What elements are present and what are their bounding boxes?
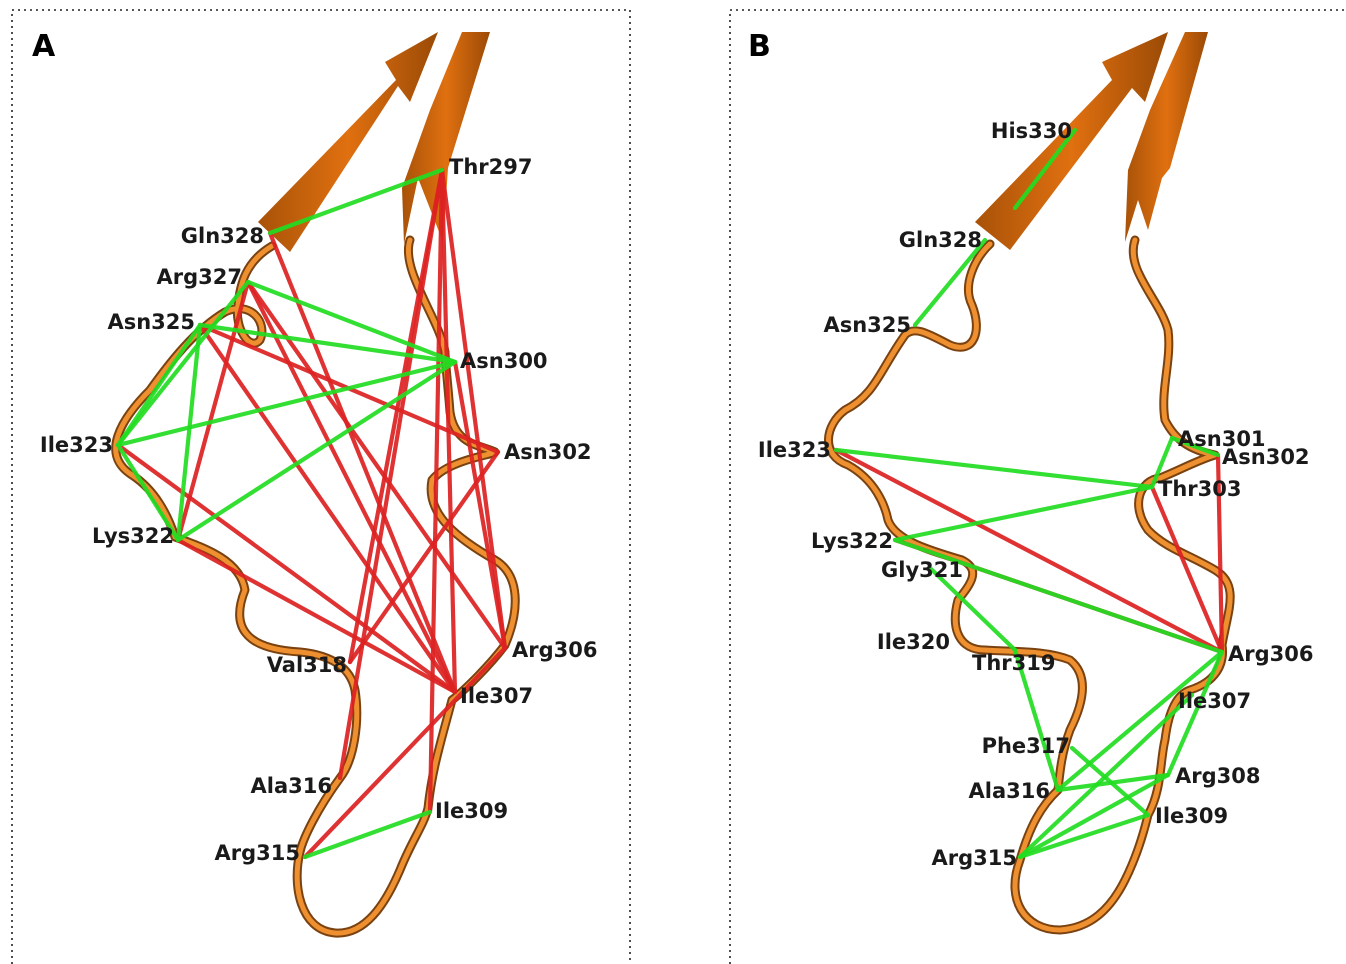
panel-a: Thr297 Gln328 Arg327 Asn325 Asn300 Ile323 Asn3… [32, 29, 598, 938]
panel-b-residue-label-gly321: Gly321 [881, 558, 963, 582]
panel-b-letter: B [748, 29, 771, 64]
panel-b-green-contact-ala316-arg308 [1055, 772, 1171, 793]
panel-a-red-contact-gln328-ile307 [267, 230, 458, 695]
panel-b-residue-label-ile323: Ile323 [758, 438, 831, 462]
panel-a-residue-label-lys322: Lys322 [92, 524, 174, 548]
panel-b-frame [729, 9, 1346, 964]
panel-a-red-contact-thr297-ile309 [427, 167, 445, 815]
panel-a-residue-label-arg327: Arg327 [157, 265, 242, 289]
panel-a-contacts [115, 167, 508, 860]
panel-b-red-contact-asn302-arg306 [1215, 452, 1225, 655]
panel-b-red-contact-thr303-arg306 [1149, 484, 1225, 655]
panel-b-residue-label-ile309: Ile309 [1155, 804, 1228, 828]
panel-b-green-contact-lys322-thr303 [892, 484, 1155, 543]
panel-b-residue-label-arg315: Arg315 [932, 846, 1017, 870]
panel-b-residue-label-phe317: Phe317 [982, 734, 1070, 758]
panel-a-green-contact-asn325-asn300 [197, 322, 458, 365]
panel-a-residue-labels: Thr297 Gln328 Arg327 Asn325 Asn300 Ile323 Asn3… [40, 155, 598, 865]
panel-a-residue-label-ile323: Ile323 [40, 433, 113, 457]
panel-b-green-contact-arg315-arg308 [1017, 772, 1171, 860]
beta-strand-arrow-left [258, 32, 438, 252]
panel-a-residue-label-asn302: Asn302 [504, 440, 592, 464]
panel-b-green-contact-gln328-asn325 [912, 237, 988, 328]
panel-a-residue-label-arg315: Arg315 [215, 841, 300, 865]
panel-a-red-contact-arg327-arg306 [245, 279, 508, 651]
panel-a-red-contact-asn300-arg306 [452, 359, 508, 651]
panel-b-residue-label-ile320: Ile320 [877, 630, 950, 654]
panel-a-red-contact-lys322-ile307 [175, 537, 458, 695]
panel-a-red-contact-thr297-arg306 [439, 167, 508, 651]
panel-b-green-contact-ile323-thr303 [833, 447, 1155, 490]
panel-b-red-contact-ile323-arg306 [833, 447, 1225, 655]
panel-a-residue-label-ile307: Ile307 [460, 684, 533, 708]
panel-b-green-contact-arg306-ala316 [1055, 649, 1225, 793]
panel-a-letter: A [32, 29, 56, 64]
beta-strand-arrow-right [1125, 32, 1208, 242]
panel-a-red-contact-arg306-arg315 [302, 645, 508, 860]
beta-strand-arrow-right [402, 32, 490, 244]
panel-b-residue-label-arg306: Arg306 [1228, 642, 1313, 666]
panel-a-green-contact-arg327-asn300 [245, 279, 458, 365]
panel-a-residue-label-thr297: Thr297 [449, 155, 532, 179]
panel-a-residue-label-arg306: Arg306 [512, 638, 597, 662]
panel-a-residue-label-asn300: Asn300 [460, 349, 548, 373]
panel-a-red-contact-asn325-ile307 [197, 322, 458, 695]
panel-a-red-contact-ile323-ile307 [115, 442, 458, 695]
panel-b-green-contact-arg315-ile309 [1017, 812, 1151, 860]
panel-b-residue-label-ile307: Ile307 [1178, 689, 1251, 713]
panel-a-green-contact-lys322-asn300 [175, 359, 458, 543]
panel-a-green-contact-gln328-thr297 [267, 167, 445, 236]
panel-a-green-contact-arg315-ile309 [302, 809, 433, 860]
panel-a-residue-label-asn325: Asn325 [107, 310, 195, 334]
panel-a-green-contact-ile323-asn300 [115, 359, 458, 448]
panel-b-green-contact-lys322-arg306 [892, 537, 1225, 655]
panel-a-red-contact-asn302-val318 [347, 449, 501, 665]
panel-a-residue-label-ala316: Ala316 [251, 774, 332, 798]
panel-b-green-contact-his330-gln328 [1012, 127, 1078, 211]
panel-b-green-contact-gly321-thr319 [927, 565, 1018, 653]
panel-b-green-contact-asn301-asn302 [1169, 435, 1221, 458]
panel-a-red-contact-arg327-ile307 [245, 279, 458, 695]
panel-a-residue-label-val318: Val318 [267, 653, 347, 677]
panel-b-residue-label-asn301: Asn301 [1178, 427, 1266, 451]
panel-a-green-contact-ile323-lys322 [115, 442, 181, 543]
panel-a-green-contact-asn325-lys322 [175, 322, 203, 543]
panel-a-green-contact-arg327-ile323 [115, 279, 251, 448]
panel-b-green-contact-asn301-thr303 [1149, 435, 1175, 490]
panel-b-residue-label-gln328: Gln328 [899, 228, 982, 252]
panel-b-residue-label-asn302: Asn302 [1222, 445, 1310, 469]
panel-a-frame [11, 9, 631, 964]
panel-b-green-contact-thr319-ala316 [1012, 647, 1061, 793]
panel-b-residue-label-asn325: Asn325 [823, 313, 911, 337]
panel-b-residue-label-arg308: Arg308 [1175, 764, 1260, 788]
panel-a-red-contact-thr297-ala316 [337, 167, 445, 781]
panel-b-residue-label-thr303: Thr303 [1158, 477, 1241, 501]
panel-b-green-contact-arg306-arg308 [1165, 649, 1225, 778]
panel-b-residue-label-thr319: Thr319 [972, 651, 1055, 675]
panel-a-residue-label-gln328: Gln328 [181, 224, 264, 248]
panel-b-residue-label-lys322: Lys322 [811, 529, 893, 553]
panel-b-contacts [833, 127, 1225, 860]
panel-a-residue-label-ile309: Ile309 [435, 799, 508, 823]
panel-b-residue-label-his330: His330 [991, 119, 1072, 143]
panel-b-residue-label-ala316: Ala316 [969, 779, 1050, 803]
